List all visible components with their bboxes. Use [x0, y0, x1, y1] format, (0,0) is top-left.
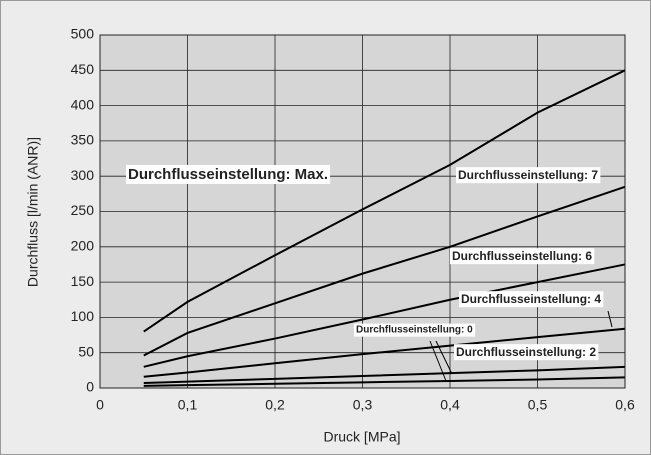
series-label: Durchflusseinstellung: 0: [356, 325, 473, 336]
series-label: Durchflusseinstellung: 6: [452, 249, 592, 263]
label-group: Durchflusseinstellung: Max. Durchflussein…: [126, 164, 604, 361]
y-tick-label: 150: [71, 273, 95, 289]
label-background: [454, 344, 599, 361]
series-line: [143, 185, 626, 357]
series-line: [143, 327, 626, 378]
series-label: Durchflusseinstellung: 2: [456, 345, 596, 359]
x-tick-label: 0: [96, 397, 104, 413]
y-tick-label: 100: [71, 308, 95, 324]
x-axis-label: Druck [MPa]: [323, 429, 400, 445]
plot-border: [99, 34, 626, 389]
y-axis-label: Durchfluss [l/min (ANR)]: [25, 137, 41, 287]
leader-line: [607, 310, 613, 328]
series-line: [143, 365, 626, 385]
x-tick-label: 0,4: [440, 397, 460, 413]
label-background: [450, 248, 595, 265]
y-tick-label: 300: [71, 167, 95, 183]
leader-line: [429, 340, 447, 382]
y-tick-label: 50: [78, 343, 94, 359]
y-tick-label: 0: [86, 379, 94, 395]
x-tick-label: 0,5: [528, 397, 548, 413]
x-tick-label: 0,1: [178, 397, 198, 413]
series-line: [143, 263, 626, 368]
series-group: [143, 69, 626, 387]
y-tick-label: 250: [71, 202, 95, 218]
x-tick-label: 0,3: [353, 397, 373, 413]
label-background: [456, 167, 601, 184]
y-tick-label: 350: [71, 132, 95, 148]
series-label: Durchflusseinstellung: 4: [461, 292, 601, 306]
y-tick-label: 200: [71, 238, 95, 254]
leader-line: [435, 340, 453, 375]
series-label: Durchflusseinstellung: Max.: [128, 166, 328, 183]
label-background: [459, 291, 604, 308]
label-background: [126, 164, 331, 184]
series-line: [143, 376, 626, 387]
y-tick-label: 400: [71, 96, 95, 112]
y-tick-label: 450: [71, 61, 95, 77]
x-tick-label: 0,6: [615, 397, 635, 413]
y-tick-label: 500: [71, 26, 95, 42]
x-tick-label: 0,2: [265, 397, 285, 413]
label-background: [354, 323, 476, 337]
series-label: Durchflusseinstellung: 7: [458, 168, 598, 182]
series-line: [143, 69, 626, 333]
